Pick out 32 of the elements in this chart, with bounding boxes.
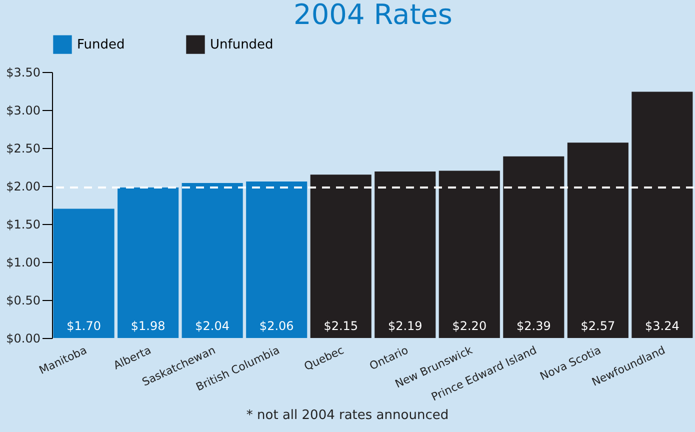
- y-tick-label: $1.00: [6, 256, 40, 270]
- data-label: $1.98: [130, 319, 166, 333]
- legend-label: Unfunded: [210, 38, 274, 53]
- data-label: $2.19: [388, 319, 422, 333]
- bar: [246, 181, 308, 338]
- data-label: $3.24: [645, 319, 680, 333]
- y-tick-label: $2.00: [6, 180, 40, 194]
- data-label: $2.57: [580, 319, 616, 333]
- y-tick-label: $2.50: [6, 142, 40, 156]
- bar: [310, 174, 372, 338]
- bar: [567, 142, 628, 338]
- data-label: $1.70: [66, 319, 101, 333]
- bar: [118, 188, 179, 338]
- data-label: $2.06: [259, 319, 294, 333]
- y-tick-label: $3.00: [6, 104, 40, 118]
- data-label: $2.20: [452, 319, 487, 333]
- y-tick-label: $0.00: [6, 332, 40, 346]
- bar: [632, 92, 693, 338]
- data-label: $2.15: [324, 319, 358, 333]
- y-tick-label: $1.50: [6, 218, 40, 232]
- bar: [53, 208, 114, 338]
- data-label: $2.04: [195, 319, 230, 333]
- bar: [374, 172, 436, 338]
- chart-title: 2004 Rates: [294, 0, 452, 31]
- bar: [503, 156, 564, 338]
- bar: [182, 182, 243, 338]
- data-label: $2.39: [516, 319, 551, 333]
- y-tick-label: $3.50: [6, 66, 40, 80]
- y-tick-label: $0.50: [6, 294, 40, 308]
- text: * not all 2004 rates announced: [245, 407, 450, 425]
- legend-label: Funded: [77, 38, 125, 53]
- bar: [438, 170, 500, 338]
